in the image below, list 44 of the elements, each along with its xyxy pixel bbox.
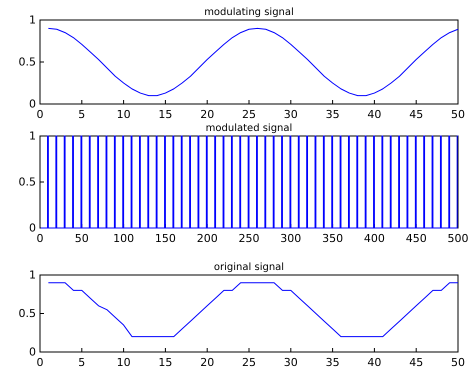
x-tick-label: 45 [409, 108, 424, 121]
x-tick-label: 35 [326, 356, 340, 369]
x-tick-label: 50 [451, 356, 465, 369]
x-tick-label: 15 [158, 108, 172, 121]
x-tick-label: 150 [154, 232, 176, 245]
x-tick-label: 300 [280, 232, 302, 245]
x-tick-label: 25 [242, 108, 256, 121]
x-tick-label: 250 [238, 232, 260, 245]
x-tick-label: 200 [196, 232, 218, 245]
x-tick-label: 500 [448, 232, 468, 245]
x-tick-label: 10 [116, 108, 131, 121]
x-tick-label: 10 [116, 356, 131, 369]
chart-title: original signal [214, 262, 284, 273]
x-tick-label: 350 [322, 232, 344, 245]
x-tick-label: 50 [451, 108, 465, 121]
x-tick-label: 35 [326, 108, 340, 121]
x-tick-label: 100 [113, 232, 134, 245]
x-tick-label: 45 [409, 356, 424, 369]
x-tick-label: 5 [78, 356, 86, 369]
y-tick-label: 0 [29, 222, 36, 235]
x-tick-label: 20 [200, 108, 214, 121]
line-series [48, 282, 458, 338]
x-tick-label: 15 [158, 356, 172, 369]
x-tick-label: 450 [406, 232, 427, 245]
x-tick-label: 40 [367, 356, 382, 369]
y-tick-label: 0.5 [18, 176, 36, 189]
x-tick-label: 5 [78, 108, 86, 121]
x-tick-label: 30 [284, 356, 298, 369]
chart-title: modulated signal [206, 123, 292, 134]
y-tick-label: 1 [29, 130, 36, 143]
chart-title: modulating signal [204, 7, 294, 18]
y-tick-label: 1 [29, 268, 36, 282]
y-tick-label: 0.5 [18, 307, 36, 320]
x-tick-label: 30 [284, 108, 298, 121]
x-tick-label: 25 [242, 356, 256, 369]
x-tick-label: 400 [364, 232, 385, 245]
line-series [48, 28, 458, 96]
y-tick-label: 0 [29, 346, 36, 359]
y-tick-label: 1 [29, 14, 36, 27]
y-tick-label: 0 [29, 98, 36, 111]
x-tick-label: 50 [74, 232, 89, 245]
x-tick-label: 40 [367, 108, 382, 121]
x-tick-label: 20 [200, 356, 214, 369]
y-tick-label: 0.5 [18, 56, 36, 69]
